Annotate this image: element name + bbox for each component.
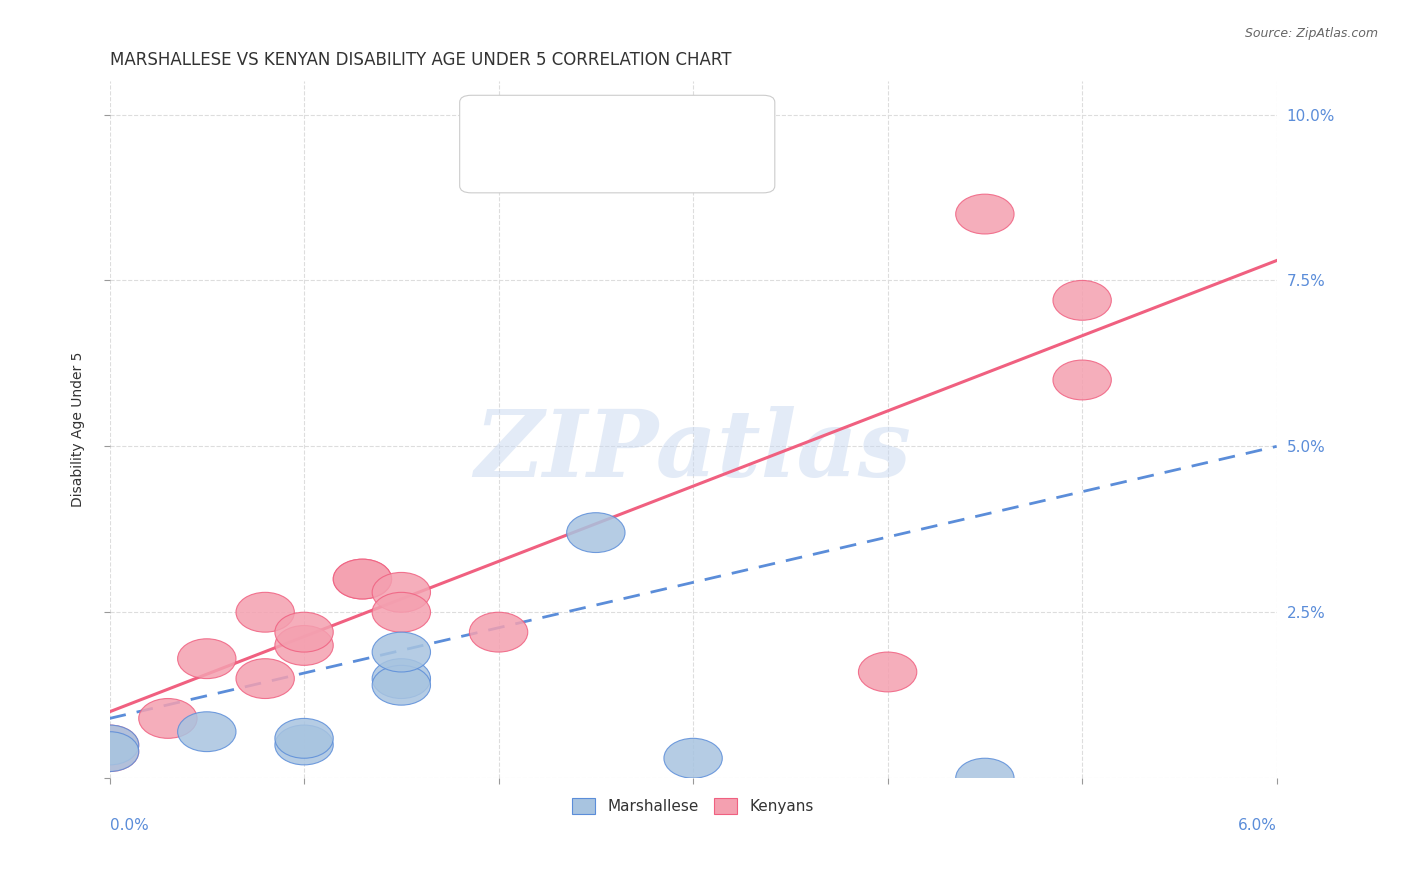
Ellipse shape	[80, 725, 139, 764]
Ellipse shape	[373, 573, 430, 612]
Ellipse shape	[1053, 360, 1111, 400]
Ellipse shape	[1053, 280, 1111, 320]
Y-axis label: Disability Age Under 5: Disability Age Under 5	[72, 352, 86, 508]
Ellipse shape	[276, 718, 333, 758]
Ellipse shape	[276, 625, 333, 665]
Ellipse shape	[373, 658, 430, 698]
Ellipse shape	[567, 513, 626, 552]
Ellipse shape	[139, 698, 197, 739]
Ellipse shape	[333, 559, 392, 599]
Ellipse shape	[470, 612, 527, 652]
Ellipse shape	[80, 731, 139, 772]
Ellipse shape	[276, 725, 333, 764]
Ellipse shape	[80, 731, 139, 772]
Ellipse shape	[956, 194, 1014, 234]
Ellipse shape	[373, 665, 430, 706]
Ellipse shape	[177, 712, 236, 752]
Ellipse shape	[373, 592, 430, 632]
Ellipse shape	[373, 632, 430, 672]
Ellipse shape	[276, 612, 333, 652]
Ellipse shape	[664, 739, 723, 778]
Ellipse shape	[80, 725, 139, 764]
Ellipse shape	[177, 639, 236, 679]
FancyBboxPatch shape	[460, 95, 775, 193]
Legend: Marshallese, Kenyans: Marshallese, Kenyans	[560, 786, 825, 826]
Ellipse shape	[956, 758, 1014, 798]
Ellipse shape	[859, 652, 917, 692]
Text: 6.0%: 6.0%	[1237, 818, 1277, 833]
Ellipse shape	[236, 658, 294, 698]
Text: MARSHALLESE VS KENYAN DISABILITY AGE UNDER 5 CORRELATION CHART: MARSHALLESE VS KENYAN DISABILITY AGE UND…	[110, 51, 731, 69]
Ellipse shape	[333, 559, 392, 599]
Text: 0.0%: 0.0%	[110, 818, 148, 833]
Text: ZIPatlas: ZIPatlas	[475, 406, 911, 496]
Ellipse shape	[236, 592, 294, 632]
Text: Source: ZipAtlas.com: Source: ZipAtlas.com	[1244, 27, 1378, 40]
